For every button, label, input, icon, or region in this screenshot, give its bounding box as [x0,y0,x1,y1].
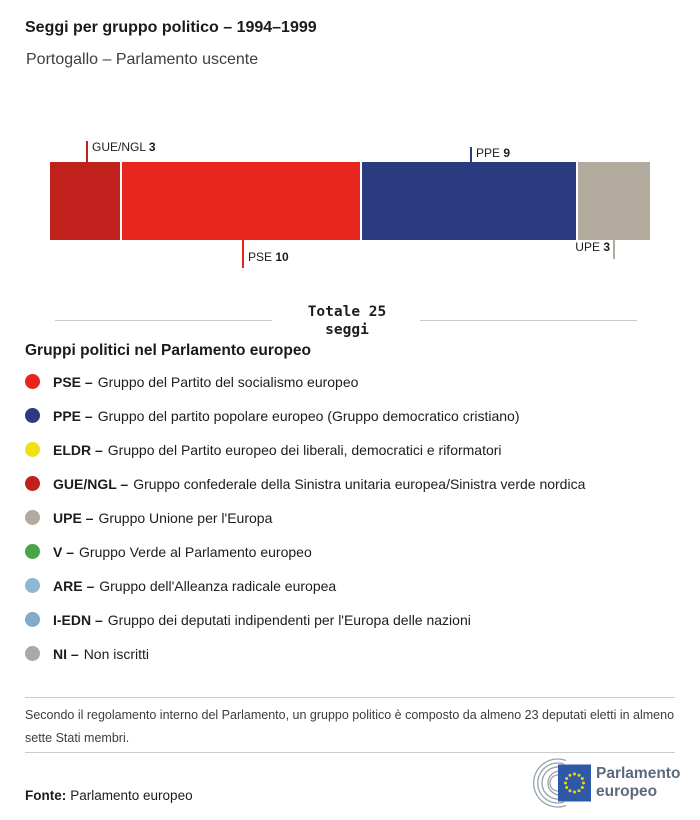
ppe-color-dot-icon [25,408,40,423]
hemicycle-logo-icon [533,758,591,808]
tick-upe [613,240,615,259]
source-value: Parlamento europeo [70,788,193,803]
seat-count-upe: 3 [603,240,610,254]
tick-pse [242,240,244,268]
bar-segment-upe [578,162,650,240]
bar-segment-ppe [362,162,578,240]
eldr-color-dot-icon [25,442,40,457]
label-upe: UPE 3 [575,240,610,254]
logo-wordmark: Parlamento europeo [596,764,681,801]
seats-stacked-bar [50,162,650,240]
legend-item-eldr: ELDR – Gruppo del Partito europeo dei lib… [25,441,502,458]
legend-item-v: V – Gruppo Verde al Parlamento europeo [25,543,312,560]
pse-color-dot-icon [25,374,40,389]
source-line: Fonte: Parlamento europeo [25,788,193,803]
tick-gue-ngl [86,141,88,169]
source-label: Fonte: [25,788,67,803]
seat-count-ppe: 9 [503,146,511,160]
total-line1: Totale 25 [307,304,387,320]
legend-heading: Gruppi politici nel Parlamento europeo [25,342,311,359]
bar-segment-pse [122,162,362,240]
gue-ngl-color-dot-icon [25,476,40,491]
legend-item-upe: UPE – Gruppo Unione per l'Europa [25,509,272,526]
are-color-dot-icon [25,578,40,593]
footnote-divider-top [25,697,675,698]
total-seats-label: Totale 25 seggi [268,303,426,339]
v-color-dot-icon [25,544,40,559]
footnote-text: Secondo il regolamento interno del Parla… [25,708,675,745]
legend-item-ni: NI – Non iscritti [25,645,149,662]
label-ppe: PPE 9 [476,146,511,160]
tick-ppe [470,147,472,163]
legend-item-are: ARE – Gruppo dell'Alleanza radicale europ… [25,577,336,594]
label-pse: PSE 10 [248,250,289,264]
page-title: Seggi per gruppo politico – 1994–1999 [25,19,317,36]
seat-count-pse: 10 [275,250,289,264]
european-parliament-logo: Parlamento europeo [522,756,680,810]
total-divider-left [55,320,272,321]
legend-item-i-edn: I-EDN – Gruppo dei deputati indipendenti … [25,611,471,628]
legend-item-pse: PSE – Gruppo del Partito del socialismo e… [25,373,358,390]
upe-color-dot-icon [25,510,40,525]
total-line2: seggi [325,322,369,338]
legend-item-gue-ngl: GUE/NGL – Gruppo confederale della Sinist… [25,475,585,492]
total-divider-right [420,320,637,321]
i-edn-color-dot-icon [25,612,40,627]
ni-color-dot-icon [25,646,40,661]
label-gue-ngl: GUE/NGL 3 [92,140,156,154]
legend-item-ppe: PPE – Gruppo del partito popolare europeo… [25,407,520,424]
seat-count-gue-ngl: 3 [148,140,156,154]
footnote-divider-bottom [25,752,675,753]
bar-segment-gue-ngl [50,162,122,240]
page-subtitle: Portogallo – Parlamento uscente [26,51,259,68]
